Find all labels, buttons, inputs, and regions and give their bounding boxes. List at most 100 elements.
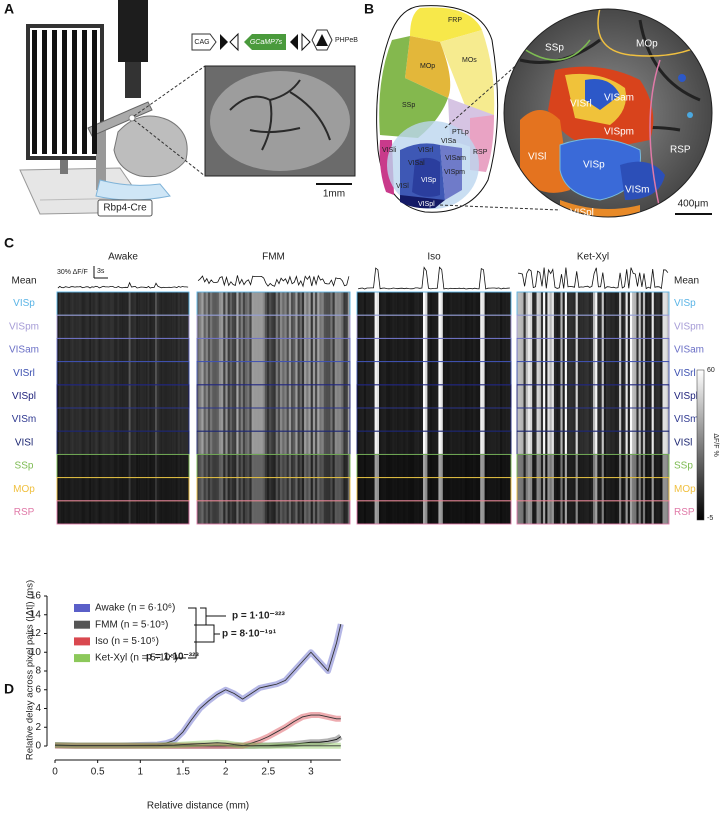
- row-label: VISpl: [674, 391, 698, 402]
- region: [400, 195, 445, 209]
- zoom-line: [439, 204, 561, 211]
- series-line: [54, 742, 341, 747]
- activity: [560, 200, 640, 217]
- construct-label: PHPeB: [335, 37, 358, 44]
- setup-drawing: Rbp4-Cre CAG GCaMP7s PHPeB 1mm: [19, 0, 358, 217]
- post: [96, 128, 106, 190]
- mouse: [113, 115, 188, 178]
- condition-title: Awake: [108, 252, 138, 263]
- monitor-stand: [60, 160, 68, 174]
- condition-title: Ket-Xyl: [577, 252, 609, 263]
- window: [128, 114, 136, 122]
- stripe: [92, 30, 97, 154]
- y-tick-label: 16: [30, 591, 42, 602]
- colorbar-label: ΔF/F %: [712, 433, 719, 456]
- atlas-label: VISrl: [418, 147, 434, 154]
- mean-trace: [357, 266, 510, 290]
- stripe: [32, 30, 37, 154]
- row-label: VISl: [15, 437, 33, 448]
- headbar: [87, 101, 153, 137]
- series-line: [54, 624, 342, 746]
- panel-label: A: [4, 1, 14, 17]
- region: [412, 157, 440, 197]
- image-label: VISp: [583, 160, 605, 171]
- stripe: [42, 30, 47, 154]
- atlas-label: VISp: [421, 177, 436, 184]
- condition-title: FMM: [262, 252, 285, 263]
- atlas-label: MOp: [420, 63, 435, 70]
- activity: [520, 110, 570, 193]
- loxp: [290, 34, 298, 50]
- atlas-label: VISl: [396, 183, 409, 190]
- y-tick-label: 8: [35, 666, 41, 677]
- row-label: VISam: [9, 345, 39, 356]
- row-label: SSp: [674, 461, 693, 472]
- atlas-label: VISli: [382, 147, 397, 154]
- zoom-line: [133, 119, 206, 177]
- atlas: FRP MOs MOp SSp PTLp RSP VISa VISrl VISa…: [376, 5, 561, 213]
- image-label: VISl: [528, 152, 546, 163]
- row-label: VISm: [12, 414, 36, 425]
- legend-label: Awake (n = 6·10⁶): [95, 603, 175, 614]
- row-label: RSP: [14, 507, 35, 518]
- atlas-label: SSp: [402, 102, 415, 109]
- row-label: VISp: [13, 298, 35, 309]
- loxp: [301, 32, 311, 52]
- scale-label: 400μm: [678, 199, 709, 210]
- legend-swatch: [74, 654, 90, 663]
- scale-amplitude: 30% ΔF/F: [57, 269, 88, 276]
- row-box: [56, 500, 190, 525]
- image-label: VISpm: [604, 127, 634, 138]
- grating: [32, 30, 97, 154]
- image-label: VISam: [604, 93, 634, 104]
- row-label: VISl: [674, 437, 692, 448]
- row-label: MOp: [674, 484, 696, 495]
- x-tick-label: 2: [223, 767, 229, 778]
- legend-swatch: [74, 637, 90, 646]
- row-label: Mean: [674, 276, 699, 287]
- image-label: VISpl: [570, 208, 594, 219]
- capsid-icon: [316, 34, 328, 46]
- widefield-image: [504, 9, 712, 217]
- y-tick-label: 14: [30, 609, 42, 620]
- stripe: [62, 30, 67, 154]
- row-box: [356, 500, 512, 525]
- dim-overlay: [357, 454, 511, 524]
- wheel: [95, 179, 171, 201]
- x-tick-label: 0.5: [91, 767, 105, 778]
- panel-label: C: [4, 235, 14, 251]
- objective: [118, 0, 148, 62]
- x-tick-label: 0: [52, 767, 58, 778]
- atlas-label: FRP: [448, 17, 462, 24]
- legend-swatch: [74, 604, 90, 612]
- atlas-label: VISpl: [418, 201, 435, 208]
- loxp: [220, 34, 228, 50]
- atlas-label: VISam: [445, 155, 466, 162]
- scale-time: 3s: [97, 268, 105, 275]
- atlas-label: PTLp: [452, 129, 469, 136]
- region: [379, 36, 448, 138]
- legend-label: Iso (n = 5·10⁵): [95, 636, 159, 647]
- y-tick-label: 6: [35, 684, 41, 695]
- region: [440, 145, 462, 200]
- row-label: MOp: [13, 484, 35, 495]
- row-label: VISm: [674, 414, 698, 425]
- plot: 0 2 4 6 8 10 12 14 16 0 0.5 1 1.5 2 2.5 3 Awake (n = 6·1…: [30, 591, 344, 778]
- mean-trace: [197, 274, 350, 288]
- y-axis-label: Relative delay across pixel pairs (|Δt|)…: [25, 580, 36, 760]
- zoom-line: [133, 65, 206, 117]
- mean-trace: [57, 281, 189, 289]
- dim-overlay: [517, 454, 669, 524]
- region: [410, 7, 482, 42]
- x-axis-label: Relative distance (mm): [147, 801, 249, 812]
- panel-label: B: [364, 1, 374, 17]
- x-tick-label: 1.5: [176, 767, 190, 778]
- legend-swatch: [74, 620, 90, 629]
- construct-label: CAG: [194, 39, 209, 46]
- colorbar-min: -5: [707, 515, 713, 522]
- row-box: [516, 500, 670, 525]
- activity: [678, 74, 686, 82]
- condition-title: Iso: [427, 252, 441, 263]
